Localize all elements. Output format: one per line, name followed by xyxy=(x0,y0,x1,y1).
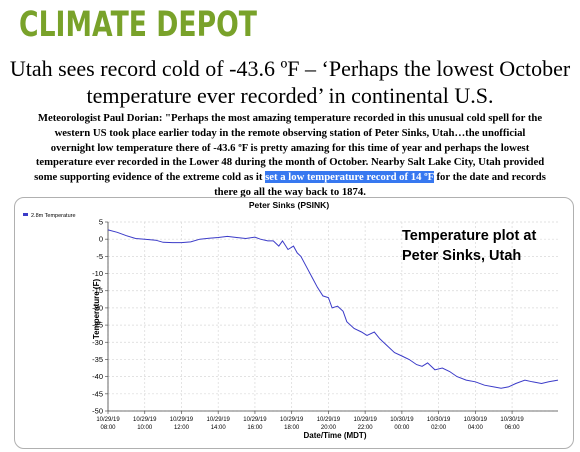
x-tick-labels: 10/29/19 08:00 10/29/19 10:00 10/29/19 12:00 1… xyxy=(96,417,524,431)
highlighted-text[interactable]: set a low temperature record of 14 ºF xyxy=(265,171,434,184)
chart-annotation: Peter Sinks, Utah xyxy=(402,248,521,264)
temperature-series-line xyxy=(107,229,559,389)
y-tick-label: 0 xyxy=(99,235,103,244)
x-tick-label: 10/29/19 xyxy=(317,417,341,423)
body-line: western US took place earlier today in t… xyxy=(54,126,526,139)
x-tick-label: 12:00 xyxy=(174,425,190,431)
body-text: for the date and records xyxy=(433,171,546,184)
chart-annotation: Temperature plot at xyxy=(402,228,536,244)
legend-label: 2.8m Temperature xyxy=(31,213,76,219)
body-line: there go all the way back to 1874. xyxy=(214,185,366,198)
temperature-chart-svg: Peter Sinks (PSINK) 2.8m Temperature Tem… xyxy=(23,200,559,440)
x-tick-label: 10/30/19 xyxy=(464,417,488,423)
chart-title: Peter Sinks (PSINK) xyxy=(249,200,329,210)
x-tick-label: 10/29/19 xyxy=(170,417,194,423)
x-tick-label: 22:00 xyxy=(358,425,374,431)
headline-line: Utah sees record cold of -43.6 ºF – ‘Per… xyxy=(9,56,571,81)
x-tick-label: 10/30/19 xyxy=(427,417,451,423)
body-line: some supporting evidence of the extreme … xyxy=(8,170,572,185)
x-tick-label: 04:00 xyxy=(468,425,484,431)
y-tick-label: -30 xyxy=(92,338,103,347)
x-tick-label: 08:00 xyxy=(100,425,116,431)
x-tick-label: 16:00 xyxy=(247,425,263,431)
y-tick-label: -45 xyxy=(92,389,103,398)
x-tick-label: 10/29/19 xyxy=(353,417,377,423)
body-line: overnight low temperature there of -43.6… xyxy=(50,141,530,154)
x-tick-label: 10/30/19 xyxy=(390,417,414,423)
x-tick-label: 06:00 xyxy=(505,425,521,431)
x-tick-label: 18:00 xyxy=(284,425,300,431)
y-tick-label: -20 xyxy=(92,303,103,312)
x-tick-label: 10/29/19 xyxy=(96,417,120,423)
legend-swatch xyxy=(23,213,28,216)
y-tick-label: 5 xyxy=(99,218,103,227)
x-tick-label: 20:00 xyxy=(321,425,337,431)
x-tick-label: 10/29/19 xyxy=(243,417,267,423)
y-tick-labels: 5 0 -5 -10 -15 -20 -25 -30 -35 -40 -45 -50 xyxy=(92,218,103,416)
climate-depot-logo: CLIMATE DEPOT xyxy=(19,5,257,42)
y-tick-label: -35 xyxy=(92,355,103,364)
body-line: temperature ever recorded in the Lower 4… xyxy=(35,156,545,169)
y-tick-label: -50 xyxy=(92,407,103,416)
y-tick-label: -40 xyxy=(92,372,103,381)
x-tick-label: 10/29/19 xyxy=(207,417,231,423)
article-body: Meteorologist Paul Dorian: "Perhaps the … xyxy=(8,111,572,200)
x-tick-label: 10:00 xyxy=(137,425,153,431)
logo-text: CLIMATE DEPOT xyxy=(19,5,257,42)
x-tick-label: 02:00 xyxy=(431,425,447,431)
article-headline: Utah sees record cold of -43.6 ºF – ‘Per… xyxy=(0,55,580,109)
x-tick-label: 10/29/19 xyxy=(280,417,304,423)
temperature-chart: Peter Sinks (PSINK) 2.8m Temperature Tem… xyxy=(14,197,574,449)
body-text: some supporting evidence of the extreme … xyxy=(34,171,266,184)
x-tick-label: 14:00 xyxy=(211,425,227,431)
x-tick-label: 10/29/19 xyxy=(133,417,157,423)
x-axis-label: Date/Time (MDT) xyxy=(304,431,367,440)
chart-axes xyxy=(105,221,558,414)
y-tick-label: -25 xyxy=(92,321,103,330)
body-line: Meteorologist Paul Dorian: "Perhaps the … xyxy=(37,112,543,124)
x-tick-label: 00:00 xyxy=(394,425,410,431)
x-tick-label: 10/30/19 xyxy=(500,417,524,423)
y-axis-label: Temperature (F) xyxy=(92,279,101,340)
y-tick-label: -15 xyxy=(92,286,103,295)
headline-line: temperature ever recorded’ in continenta… xyxy=(86,83,494,108)
y-tick-label: -5 xyxy=(96,252,103,261)
y-tick-label: -10 xyxy=(92,269,103,278)
